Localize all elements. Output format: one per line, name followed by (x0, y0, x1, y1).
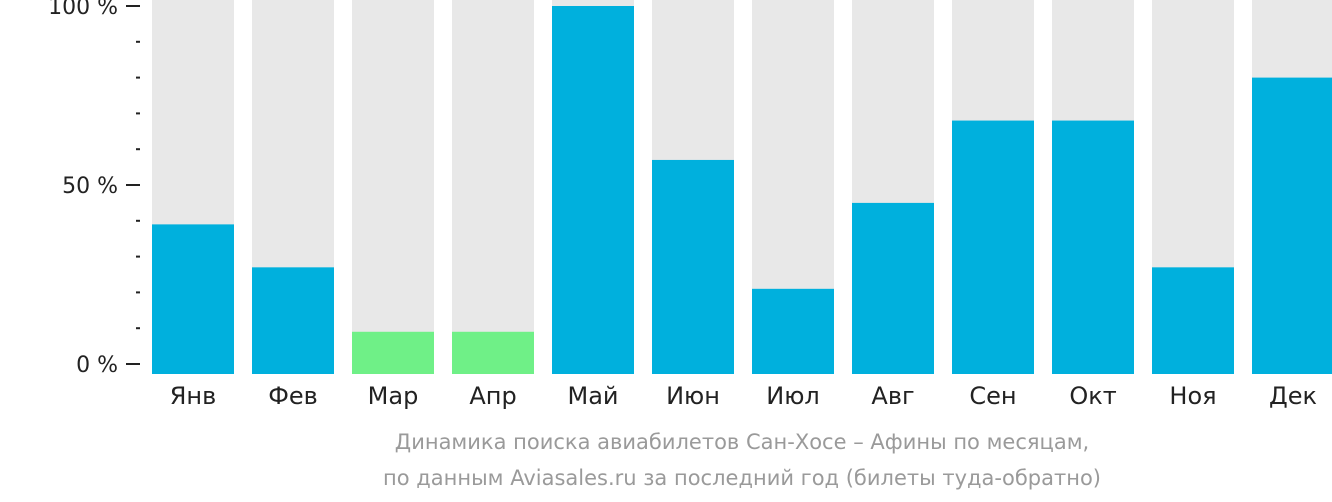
x-tick-label: Ноя (1169, 382, 1216, 410)
x-tick-label: Июл (766, 382, 820, 410)
x-tick-label: Янв (170, 382, 217, 410)
x-tick-label: Май (567, 382, 618, 410)
bar (552, 6, 634, 374)
x-tick-label: Авг (871, 382, 914, 410)
bars-group (152, 0, 1332, 374)
x-tick-label: Фев (268, 382, 318, 410)
x-tick-label: Июн (666, 382, 720, 410)
bar (1152, 267, 1234, 374)
chart-caption-line-2: по данным Aviasales.ru за последний год … (383, 466, 1101, 490)
chart-caption-line-1: Динамика поиска авиабилетов Сан-Хосе – А… (394, 430, 1090, 454)
x-tick-label: Сен (969, 382, 1016, 410)
x-tick-label: Дек (1269, 382, 1317, 410)
x-tick-label: Апр (469, 382, 516, 410)
bar (152, 224, 234, 374)
x-tick-label: Мар (368, 382, 419, 410)
bar (752, 288, 834, 374)
bar (652, 159, 734, 374)
bar (852, 202, 934, 374)
x-axis-labels: Янв Фев Мар Апр Май Июн Июл Авг Сен Окт Ноя Дек (170, 382, 1317, 410)
bar (1252, 77, 1332, 374)
bar (352, 331, 434, 374)
bar-track (352, 0, 434, 374)
bar-track (452, 0, 534, 374)
y-tick-label: 50 % (62, 174, 118, 199)
bar (952, 120, 1034, 374)
y-tick-label: 100 % (48, 0, 118, 20)
y-tick-label: 0 % (76, 353, 118, 378)
bar (452, 331, 534, 374)
bar (252, 267, 334, 374)
y-axis: 100 % 50 % 0 % (48, 0, 140, 378)
x-tick-label: Окт (1069, 382, 1116, 410)
bar (1052, 120, 1134, 374)
